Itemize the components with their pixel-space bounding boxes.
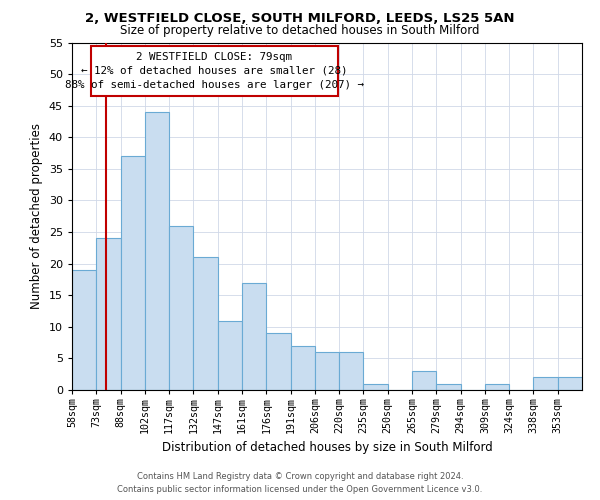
Bar [121, 156, 145, 390]
Bar [242, 282, 266, 390]
Bar [72, 270, 96, 390]
Text: 88% of semi-detached houses are larger (207) →: 88% of semi-detached houses are larger (… [65, 80, 364, 90]
Text: 2 WESTFIELD CLOSE: 79sqm: 2 WESTFIELD CLOSE: 79sqm [136, 52, 292, 62]
Text: Size of property relative to detached houses in South Milford: Size of property relative to detached ho… [120, 24, 480, 37]
Bar [145, 112, 169, 390]
Bar [339, 352, 364, 390]
Y-axis label: Number of detached properties: Number of detached properties [30, 123, 43, 309]
Text: ← 12% of detached houses are smaller (28): ← 12% of detached houses are smaller (28… [81, 66, 348, 76]
Bar [558, 378, 582, 390]
Bar [533, 378, 558, 390]
Bar [218, 320, 242, 390]
FancyBboxPatch shape [91, 46, 338, 96]
Bar [193, 258, 218, 390]
Text: 2, WESTFIELD CLOSE, SOUTH MILFORD, LEEDS, LS25 5AN: 2, WESTFIELD CLOSE, SOUTH MILFORD, LEEDS… [85, 12, 515, 26]
Bar [436, 384, 461, 390]
X-axis label: Distribution of detached houses by size in South Milford: Distribution of detached houses by size … [161, 442, 493, 454]
Bar [364, 384, 388, 390]
Text: Contains HM Land Registry data © Crown copyright and database right 2024.
Contai: Contains HM Land Registry data © Crown c… [118, 472, 482, 494]
Bar [266, 333, 290, 390]
Bar [315, 352, 339, 390]
Bar [290, 346, 315, 390]
Bar [169, 226, 193, 390]
Bar [412, 371, 436, 390]
Bar [485, 384, 509, 390]
Bar [96, 238, 121, 390]
